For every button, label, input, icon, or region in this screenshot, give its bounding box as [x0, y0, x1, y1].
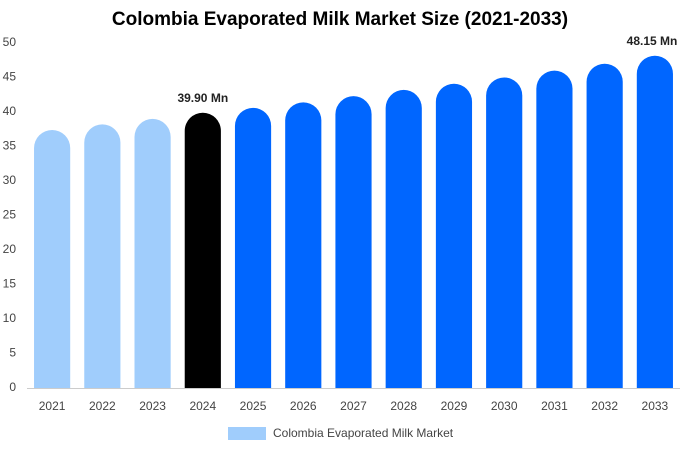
- x-tick-label: 2030: [491, 399, 518, 413]
- x-tick-label: 2029: [441, 399, 468, 413]
- bar: [134, 118, 171, 389]
- x-tick-label: 2031: [541, 399, 568, 413]
- y-tick-label: 20: [3, 242, 17, 256]
- x-tick-label: 2028: [390, 399, 417, 413]
- y-tick-label: 25: [3, 208, 17, 222]
- bar: [34, 129, 71, 388]
- y-tick-label: 5: [9, 346, 16, 360]
- x-tick-label: 2033: [642, 399, 669, 413]
- bar: [435, 83, 473, 388]
- bar: [184, 112, 221, 388]
- bar: [486, 77, 523, 388]
- x-tick-label: 2032: [591, 399, 618, 413]
- y-tick-label: 35: [3, 139, 17, 153]
- legend-swatch: [228, 427, 266, 440]
- y-tick-label: 15: [3, 277, 17, 291]
- x-tick-label: 2021: [39, 399, 66, 413]
- bar: [636, 55, 673, 388]
- bar: [84, 124, 121, 388]
- value-label: 48.15 Mn: [627, 34, 678, 48]
- bar: [285, 102, 322, 388]
- bar: [536, 70, 573, 388]
- x-tick-label: 2022: [89, 399, 116, 413]
- bar: [385, 89, 422, 389]
- y-tick-label: 10: [3, 311, 17, 325]
- bar: [586, 63, 623, 388]
- y-tick-label: 45: [3, 70, 17, 84]
- x-tick-label: 2024: [189, 399, 216, 413]
- y-tick-label: 30: [3, 173, 17, 187]
- x-tick-label: 2026: [290, 399, 317, 413]
- chart-title: Colombia Evaporated Milk Market Size (20…: [112, 9, 568, 30]
- y-tick-label: 50: [3, 35, 17, 49]
- x-tick-label: 2027: [340, 399, 367, 413]
- bar: [335, 96, 372, 388]
- y-tick-label: 0: [9, 380, 16, 394]
- x-tick-label: 2023: [139, 399, 166, 413]
- bar: [234, 107, 272, 389]
- x-tick-label: 2025: [240, 399, 267, 413]
- y-tick-label: 40: [3, 104, 17, 118]
- legend-label: Colombia Evaporated Milk Market: [273, 426, 454, 440]
- value-label: 39.90 Mn: [177, 91, 228, 105]
